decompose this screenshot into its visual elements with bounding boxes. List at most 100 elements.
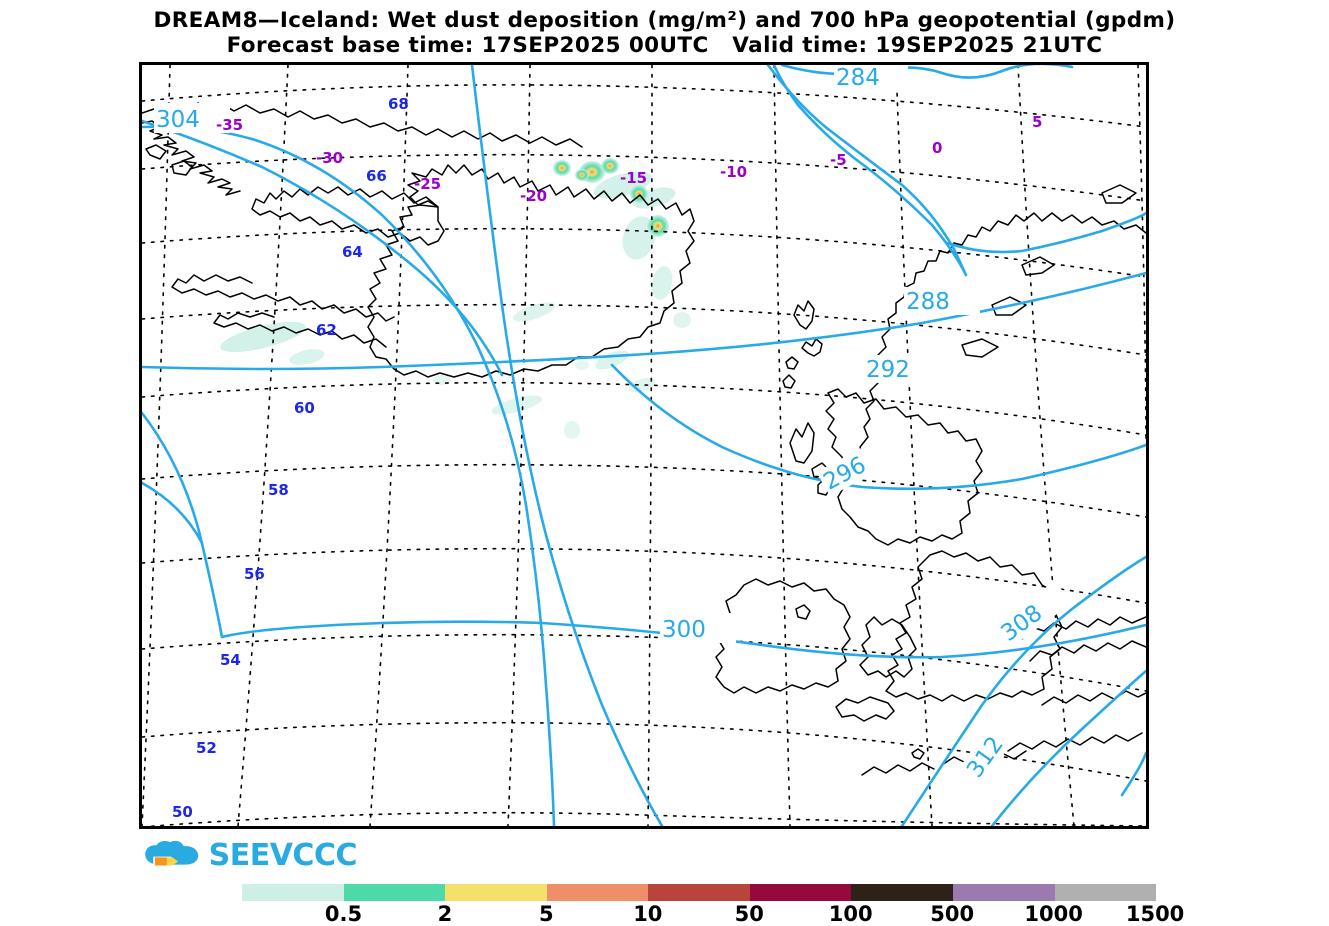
iceland-west-peninsula — [171, 274, 395, 322]
lon-label-m15: -15 — [620, 169, 647, 187]
colorbar-tick: 2 — [437, 902, 453, 926]
meridian-m20 — [507, 65, 531, 826]
colorbar-segment — [952, 884, 1055, 901]
contour-304 — [142, 125, 556, 826]
meridian-m25 — [369, 65, 409, 826]
meridian-5 — [1137, 65, 1146, 446]
lat-label-56: 56 — [244, 565, 265, 583]
geopotential-label-layer: 284 288 292 296 300 304 308 — [154, 65, 1072, 785]
colorbar-tick: 1000 — [1024, 902, 1083, 926]
geopotential-contour-layer — [142, 65, 1146, 826]
denmark-coast — [1021, 616, 1146, 640]
meridian-m10 — [773, 65, 791, 826]
france-coast — [1007, 732, 1143, 752]
greenland-inlet-b — [171, 160, 193, 176]
parallel-64 — [142, 227, 1146, 278]
parallel-58 — [142, 463, 1146, 518]
parallel-50 — [144, 811, 1146, 826]
lat-label-62: 62 — [316, 321, 337, 339]
page-title: DREAM8—Iceland: Wet dust deposition (mg/… — [153, 8, 1176, 33]
forecast-time-subtitle: Forecast base time: 17SEP2025 00UTC Vali… — [226, 33, 1103, 58]
colorbar-segment — [242, 884, 344, 901]
lat-label-66: 66 — [366, 167, 387, 185]
graticule-layer — [142, 65, 1146, 826]
contour-288 — [766, 65, 968, 277]
contour-292b — [142, 271, 1146, 371]
channel-islands — [911, 748, 925, 760]
lon-label-m30: -30 — [316, 149, 343, 167]
contour-296b — [610, 363, 1146, 491]
norway-coast — [857, 212, 1146, 468]
latitude-label-layer: 68 66 64 62 60 58 56 54 52 50 — [172, 95, 409, 821]
norway-fjord-b — [991, 296, 1027, 316]
faroe-islands-2 — [785, 356, 799, 370]
parallel-62 — [142, 303, 1146, 356]
lon-label-5: 5 — [1032, 113, 1042, 131]
lat-label-58: 58 — [268, 481, 289, 499]
brittany-coast — [861, 762, 935, 776]
faroe-islands — [801, 338, 823, 357]
colorbar-segment — [445, 884, 547, 901]
colorbar-tick-labels: 0.5 2 5 10 50 100 500 1000 1500 — [242, 901, 1184, 926]
colorbar-tick: 1500 — [1125, 902, 1185, 926]
lon-label-m10: -10 — [720, 163, 747, 181]
lon-label-m5: -5 — [830, 151, 847, 169]
continental-coast — [1041, 690, 1146, 706]
chart-title-block: DREAM8—Iceland: Wet dust deposition (mg/… — [0, 8, 1329, 58]
geo-label-288: 288 — [906, 289, 950, 315]
colorbar-tick: 10 — [633, 902, 663, 926]
lon-label-m25: -25 — [414, 175, 441, 193]
lat-label-64: 64 — [342, 243, 363, 261]
contour-292 — [142, 119, 504, 377]
colorbar-tick: 0.5 — [324, 902, 363, 926]
logo-text: SEEVCCC — [208, 837, 358, 873]
parallel-68 — [142, 84, 1146, 128]
outer-hebrides — [789, 422, 815, 464]
contour-288b — [946, 211, 1146, 254]
colorbar-segment — [546, 884, 649, 901]
geo-label-284: 284 — [836, 65, 880, 91]
meridian-m30 — [237, 65, 289, 826]
ireland-coast — [715, 578, 851, 694]
meridian-0 — [1017, 65, 1075, 826]
geo-label-292: 292 — [866, 357, 910, 383]
orkney-islands — [782, 374, 796, 389]
colorbar-tick: 50 — [734, 902, 764, 926]
map-panel[interactable]: 284 288 292 296 300 304 308 — [139, 62, 1149, 829]
parallel-54 — [142, 633, 1146, 692]
colorbar-strip — [242, 884, 1157, 901]
scotland-coast — [825, 388, 983, 546]
colorbar-tick: 100 — [828, 902, 873, 926]
cornwall-coast — [835, 696, 895, 722]
parallel-66 — [142, 153, 1146, 202]
contour-296 — [470, 65, 664, 826]
jutland-coast — [1029, 640, 1146, 662]
greenland-inlet-a — [145, 144, 167, 160]
contour-284 — [780, 65, 1074, 79]
contour-312 — [990, 669, 1146, 826]
colorbar-segment — [343, 884, 446, 901]
cloud-icon — [145, 840, 199, 867]
lon-label-m35: -35 — [216, 116, 243, 134]
geo-label-300: 300 — [662, 617, 706, 643]
lough-neagh — [795, 604, 811, 620]
norway-fjord-d — [1101, 184, 1137, 204]
lat-label-68: 68 — [388, 95, 409, 113]
shetland-islands — [793, 300, 815, 330]
colorbar-tick: 500 — [930, 902, 975, 926]
colorbar-legend[interactable]: 0.5 2 5 10 50 100 500 1000 1500 — [242, 884, 1184, 926]
map-canvas: 284 288 292 296 300 304 308 — [142, 65, 1146, 826]
lat-label-60: 60 — [294, 399, 315, 417]
lon-label-0: 0 — [932, 139, 942, 157]
seevccc-logo[interactable]: SEEVCCC — [142, 836, 358, 874]
parallel-60 — [142, 381, 1146, 436]
colorbar-segment — [1054, 884, 1157, 901]
england-coast — [885, 550, 1063, 702]
colorbar-segment — [851, 884, 953, 901]
lon-label-m20: -20 — [520, 187, 547, 205]
parallel-56 — [142, 547, 1146, 604]
lat-label-54: 54 — [220, 651, 241, 669]
lat-label-50: 50 — [172, 803, 193, 821]
meridian-m35 — [142, 65, 171, 826]
longitude-label-layer: -35 -30 -25 -20 -15 -10 -5 0 5 — [216, 113, 1042, 205]
